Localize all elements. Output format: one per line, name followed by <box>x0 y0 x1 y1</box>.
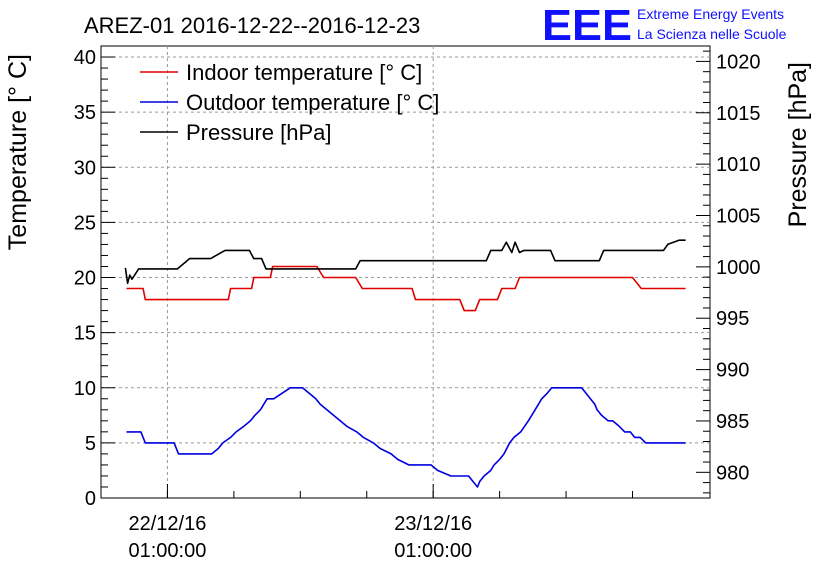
left-axis-label: Temperature [° C] <box>4 54 32 250</box>
right-tick-label: 985 <box>716 411 749 433</box>
left-tick-label: 30 <box>74 157 96 179</box>
eee-logo: EEE Extreme Energy Events La Scienza nel… <box>542 1 787 50</box>
x-tick-label-date: 23/12/16 <box>394 513 472 535</box>
legend-label-pressure: Pressure [hPa] <box>186 120 332 145</box>
x-axis-ticks: 22/12/16 01:00:00 23/12/16 01:00:00 <box>100 484 633 562</box>
right-tick-label: 990 <box>716 360 749 382</box>
series-lines <box>124 239 686 488</box>
right-tick-label: 980 <box>716 462 749 484</box>
left-axis-ticks: 0 5 10 15 20 25 30 35 40 <box>74 45 115 510</box>
right-tick-label: 995 <box>716 308 749 330</box>
left-tick-label: 15 <box>74 323 96 345</box>
right-axis-ticks: 980 985 990 995 1000 1005 1010 1015 1020 <box>696 50 761 494</box>
eee-logo-line1: Extreme Energy Events <box>637 6 784 22</box>
plot-frame <box>100 45 711 499</box>
legend-label-outdoor: Outdoor temperature [° C] <box>186 90 439 115</box>
left-tick-label: 40 <box>74 47 96 69</box>
left-tick-label: 20 <box>74 268 96 290</box>
legend-label-indoor: Indoor temperature [° C] <box>186 60 422 85</box>
right-axis-label: Pressure [hPa] <box>784 62 812 227</box>
left-tick-label: 0 <box>85 488 96 510</box>
legend: Indoor temperature [° C] Outdoor tempera… <box>140 60 439 145</box>
eee-logo-mark: EEE <box>542 1 632 50</box>
right-tick-label: 1000 <box>716 257 761 279</box>
left-tick-label: 5 <box>85 433 96 455</box>
eee-logo-line2: La Scienza nelle Scuole <box>637 26 787 42</box>
x-tick-label-time: 01:00:00 <box>129 540 207 562</box>
x-tick-label-date: 22/12/16 <box>129 513 207 535</box>
right-tick-label: 1010 <box>716 154 761 176</box>
indoor-temperature-line <box>126 265 686 312</box>
chart-title: AREZ-01 2016-12-22--2016-12-23 <box>84 13 420 38</box>
right-tick-label: 1015 <box>716 103 761 125</box>
left-tick-label: 25 <box>74 212 96 234</box>
right-tick-label: 1020 <box>716 51 761 73</box>
x-tick-label-time: 01:00:00 <box>394 540 472 562</box>
left-tick-label: 35 <box>74 102 96 124</box>
left-tick-label: 10 <box>74 378 96 400</box>
outdoor-temperature-line <box>126 386 686 488</box>
pressure-line <box>124 239 686 285</box>
right-tick-label: 1005 <box>716 206 761 228</box>
